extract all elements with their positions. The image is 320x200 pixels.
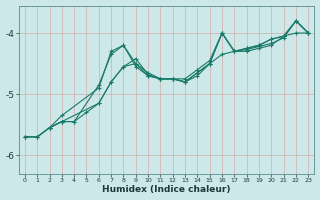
- X-axis label: Humidex (Indice chaleur): Humidex (Indice chaleur): [102, 185, 231, 194]
